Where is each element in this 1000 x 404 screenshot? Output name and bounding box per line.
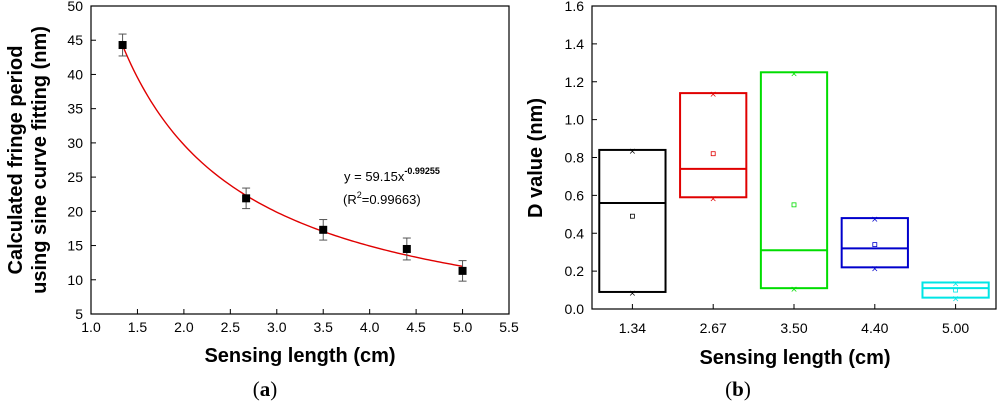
x-tick-label: 1.34: [619, 320, 646, 336]
y-tick-label: 50: [67, 0, 83, 14]
y-axis-label-a-line2: using sine curve fitting (nm): [29, 26, 51, 294]
y-tick-label: 45: [67, 32, 83, 48]
x-axis-ticks-a: 1.0 1.5 2.0 2.5 3.0 3.5 4.0 4.5 5.0 5.5: [81, 309, 519, 335]
y-tick-label: 0.2: [565, 263, 585, 279]
x-axis-label-a: Sensing length (cm): [204, 345, 395, 367]
data-point-marker: [118, 41, 127, 50]
panel-label-a-close: ): [270, 377, 277, 401]
data-point-marker: [402, 244, 411, 253]
box-iqr: [840, 217, 909, 269]
x-tick-label: 1.5: [128, 319, 148, 335]
x-tick-label: 2.5: [221, 319, 241, 335]
x-axis-label-b: Sensing length (cm): [699, 347, 890, 369]
r-squared-annotation: (R2=0.99663): [343, 190, 421, 207]
x-tick-label: 4.0: [360, 319, 380, 335]
plot-frame-a: [90, 5, 510, 315]
r2-value: =0.99663): [362, 192, 421, 207]
panel-label-a-letter: a: [260, 377, 271, 401]
y-tick-label: 35: [67, 101, 83, 117]
y-axis-label-b: D value (nm): [525, 98, 547, 218]
box-max-cross: ×: [871, 215, 879, 225]
y-tick-label: 0.8: [565, 150, 585, 166]
box-iqr: [759, 71, 829, 290]
data-points-layer: [118, 33, 467, 282]
data-point-marker: [242, 194, 251, 203]
y-axis-label-a-line1: Calculated fringe period: [5, 46, 27, 275]
x-tick-label: 5.0: [453, 319, 473, 335]
box-iqr: [598, 148, 667, 293]
y-tick-label: 0.6: [565, 187, 585, 203]
fit-equation-base: y = 59.15x: [344, 169, 405, 184]
panel-b-d-value-chart: ×××××××××× 1.34 2.67 3.50 4.40 5.00 0.00.20.…: [525, 0, 997, 401]
x-tick-label: 2.0: [174, 319, 194, 335]
box-min-cross: ×: [629, 289, 637, 299]
data-point-marker: [458, 266, 467, 275]
x-tick-label: 2.67: [700, 320, 727, 336]
x-tick-label: 3.0: [267, 319, 287, 335]
y-tick-label: 15: [67, 238, 83, 254]
x-axis-ticks-b: 1.34 2.67 3.50 4.40 5.00: [619, 304, 969, 336]
box-max-cross: ×: [952, 279, 960, 289]
panel-label-b-close: ): [744, 377, 751, 401]
y-tick-label: 10: [67, 272, 83, 288]
panel-label-a-open: (: [253, 377, 260, 401]
x-tick-label: 3.5: [313, 319, 333, 335]
x-tick-label: 3.50: [780, 320, 807, 336]
box-min-cross: ×: [709, 194, 717, 204]
panel-a-fringe-period-chart: 1.0 1.5 2.0 2.5 3.0 3.5 4.0 4.5 5.0 5.5 510152025…: [5, 0, 519, 401]
fit-curve-line: [121, 45, 463, 267]
y-axis-ticks-b: 0.0 0.2 0.4 0.6 0.8 1.0 1.2 1.4 1.6: [565, 0, 597, 317]
panel-label-b-letter: b: [732, 377, 744, 401]
x-tick-label: 4.40: [861, 320, 888, 336]
box-iqr: [921, 281, 990, 299]
x-tick-label: 1.0: [81, 319, 101, 335]
box-plot-layer: × × × × × × × × × ×: [598, 69, 990, 305]
box-max-cross: ×: [790, 69, 798, 79]
y-axis-ticks-a: 5 10 15 20 25 30 35 40 45 50: [67, 0, 96, 322]
x-tick-label: 5.00: [942, 320, 969, 336]
y-tick-label: 1.6: [565, 0, 585, 14]
box-min-cross: ×: [790, 285, 798, 295]
r2-open: (R: [343, 192, 357, 207]
y-tick-label: 25: [67, 169, 83, 185]
box-mean-marker: [630, 213, 635, 219]
y-tick-label: 5: [75, 306, 83, 322]
y-tick-label: 0.0: [565, 301, 585, 317]
box-mean-marker: [872, 242, 878, 248]
box-max-cross: ×: [709, 90, 717, 100]
box-iqr: [679, 92, 748, 199]
panel-label-b: (b): [725, 377, 751, 401]
plot-frame-b: [591, 5, 997, 310]
x-tick-label: 4.5: [406, 319, 426, 335]
y-tick-label: 30: [67, 135, 83, 151]
panel-label-a: (a): [253, 377, 278, 401]
y-tick-label: 20: [67, 203, 83, 219]
data-point-marker: [319, 225, 328, 234]
y-tick-label: 1.2: [565, 74, 585, 90]
box-mean-marker: [953, 287, 958, 293]
box-mean-marker: [710, 151, 716, 157]
box-min-cross: ×: [871, 264, 879, 274]
r2-superscript: 2: [357, 190, 362, 200]
y-tick-label: 1.4: [565, 36, 585, 52]
y-tick-label: 0.4: [565, 225, 585, 241]
box-max-cross: ×: [629, 147, 637, 157]
fit-equation: y = 59.15x-0.99255: [344, 166, 440, 184]
x-tick-label: 5.5: [499, 319, 519, 335]
panel-label-b-open: (: [725, 377, 732, 401]
y-tick-label: 40: [67, 66, 83, 82]
fit-equation-exponent: -0.99255: [404, 166, 440, 176]
box-min-cross: ×: [952, 295, 960, 305]
box-mean-marker: [791, 202, 797, 208]
power-fit-curve-layer: [121, 45, 463, 267]
y-tick-label: 1.0: [565, 112, 585, 128]
